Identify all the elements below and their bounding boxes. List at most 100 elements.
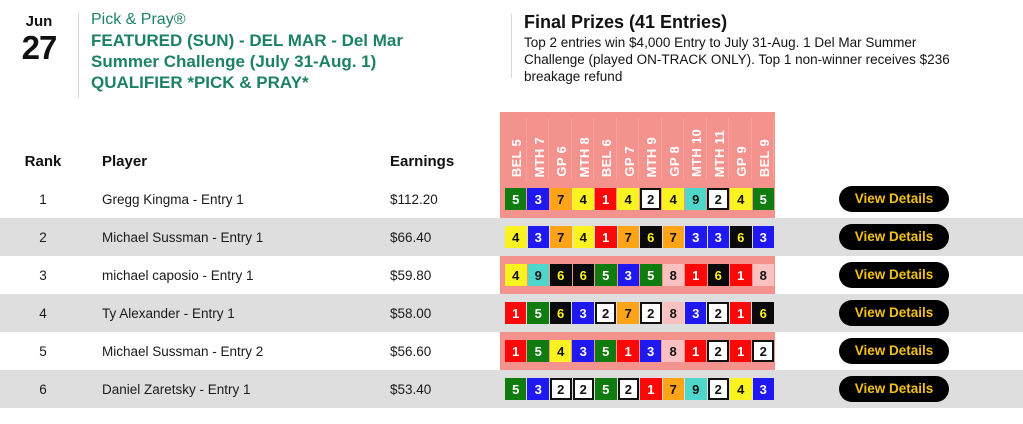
cell-action: View Details (775, 375, 1023, 403)
event-header: Jun 27 Pick & Pray® FEATURED (SUN) - DEL… (0, 0, 1023, 112)
table-row: 6 Daniel Zaretsky - Entry 1 $53.40 5 3 2 2 5 2 1 7… (0, 370, 1023, 408)
cell-earnings: $53.40 (390, 381, 432, 397)
event-title-line-1: FEATURED (SUN) - DEL MAR - Del Mar (91, 31, 403, 50)
pick-cell: 2 (707, 340, 729, 362)
pick-cell: 3 (527, 226, 549, 248)
pick-cell: 5 (527, 302, 549, 324)
cell-player-name: Daniel Zaretsky - Entry 1 (102, 381, 251, 397)
view-details-button[interactable]: View Details (838, 223, 950, 251)
cell-action: View Details (775, 299, 1023, 327)
pick-cell: 3 (639, 340, 662, 362)
pick-cell: 2 (639, 188, 662, 210)
final-prizes-block: Final Prizes (41 Entries) Top 2 entries … (512, 8, 1023, 85)
pick-cell: 9 (685, 378, 707, 400)
pick-cell: 7 (617, 302, 639, 324)
pick-cell: 5 (594, 340, 617, 362)
pick-cell: 6 (549, 302, 572, 324)
track-column-label: MTH 8 (576, 136, 592, 178)
column-header-player: Player (102, 153, 148, 170)
cell-rank: 1 (39, 191, 47, 207)
track-column-label: GP 7 (621, 146, 637, 177)
track-column-header: BEL 5 (505, 118, 527, 180)
track-column-header: MTH 10 (685, 118, 707, 180)
pick-cell: 3 (572, 340, 594, 362)
track-column-label: GP 8 (666, 146, 682, 177)
brand-label: Pick & Pray® (91, 11, 186, 28)
view-details-button[interactable]: View Details (838, 261, 950, 289)
track-column-label: GP 9 (734, 146, 749, 177)
pick-cell: 1 (729, 340, 752, 362)
pick-cell: 4 (617, 188, 639, 210)
pick-cell: 3 (527, 188, 549, 210)
track-column-label: MTH 10 (689, 128, 704, 177)
pick-cell: 6 (730, 226, 752, 248)
pick-cell: 6 (550, 264, 572, 286)
pick-cell: 3 (752, 378, 774, 400)
track-column-header: BEL 9 (752, 118, 774, 180)
pick-cell: 9 (527, 264, 549, 286)
pick-cell: 3 (707, 226, 729, 248)
cell-earnings: $66.40 (390, 229, 432, 245)
track-column-header: GP 9 (730, 118, 752, 180)
pick-cell: 4 (549, 340, 572, 362)
pick-cell: 4 (662, 188, 684, 210)
pick-cell: 6 (572, 264, 594, 286)
cell-player-name: michael caposio - Entry 1 (102, 267, 254, 283)
view-details-button[interactable]: View Details (838, 299, 950, 327)
pick-cell: 2 (707, 188, 730, 210)
track-column-label: GP 6 (554, 146, 569, 177)
pick-cell: 3 (617, 264, 639, 286)
cell-rank: 6 (39, 381, 47, 397)
pick-cell: 2 (639, 302, 662, 324)
pick-cell: 5 (752, 188, 774, 210)
cell-rank: 4 (39, 305, 47, 321)
track-column-header: GP 7 (617, 118, 639, 180)
event-title-block: Pick & Pray® FEATURED (SUN) - DEL MAR - … (79, 8, 511, 93)
event-date-month: Jun (25, 13, 53, 30)
view-details-button[interactable]: View Details (838, 185, 950, 213)
pick-cell: 2 (707, 302, 730, 324)
pick-cell: 4 (572, 188, 594, 210)
view-details-button[interactable]: View Details (838, 375, 950, 403)
table-row: 1 Gregg Kingma - Entry 1 $112.20 5 3 7 4 1 4 2 4 9 2… (0, 180, 1023, 218)
cell-rank: 5 (39, 343, 47, 359)
final-prizes-description: Top 2 entries win $4,000 Entry to July 3… (524, 35, 950, 84)
pick-cell: 2 (752, 340, 774, 362)
leaderboard-table: Rank Player Earnings BEL 5 MTH 7 GP 6 MTH 8… (0, 112, 1023, 408)
track-column-label: BEL 9 (756, 138, 772, 177)
leaderboard: Rank Player Earnings BEL 5 MTH 7 GP 6 MTH 8… (0, 112, 1023, 408)
cell-player-name: Ty Alexander - Entry 1 (102, 305, 235, 321)
cell-action: View Details (775, 261, 1023, 289)
table-header-row: Rank Player Earnings BEL 5 MTH 7 GP 6 MTH 8… (0, 112, 1023, 180)
pick-cell: 7 (662, 378, 685, 400)
track-column-header: MTH 8 (572, 118, 594, 180)
pick-cell: 3 (752, 226, 774, 248)
pick-cell: 2 (572, 378, 595, 400)
pick-cell: 5 (505, 188, 527, 210)
pick-cell: 4 (505, 226, 527, 248)
pick-cell: 4 (730, 378, 752, 400)
track-column-header: GP 8 (662, 118, 684, 180)
event-title-line-2: Summer Challenge (July 31-Aug. 1) (91, 52, 377, 71)
pick-cell: 1 (595, 226, 617, 248)
view-details-button[interactable]: View Details (838, 337, 950, 365)
table-row: 2 Michael Sussman - Entry 1 $66.40 4 3 7 4 1 7 6 7… (0, 218, 1023, 256)
pick-cell: 3 (685, 226, 707, 248)
pick-cell: 8 (752, 264, 774, 286)
pick-cell: 7 (550, 226, 572, 248)
pick-cell: 1 (730, 302, 752, 324)
track-column-label: MTH 9 (644, 136, 659, 178)
pick-cell: 7 (617, 226, 639, 248)
pick-cell: 5 (505, 378, 527, 400)
track-column-label: BEL 5 (509, 138, 524, 177)
pick-cell: 1 (505, 302, 527, 324)
pick-cell: 1 (617, 340, 639, 362)
header-divider-right (511, 14, 512, 78)
pick-cell: 1 (685, 264, 707, 286)
pick-cell: 1 (640, 378, 662, 400)
column-header-tracks: BEL 5 MTH 7 GP 6 MTH 8 BEL 6 GP 7 MTH 9 GP 8 MTH… (500, 112, 775, 180)
